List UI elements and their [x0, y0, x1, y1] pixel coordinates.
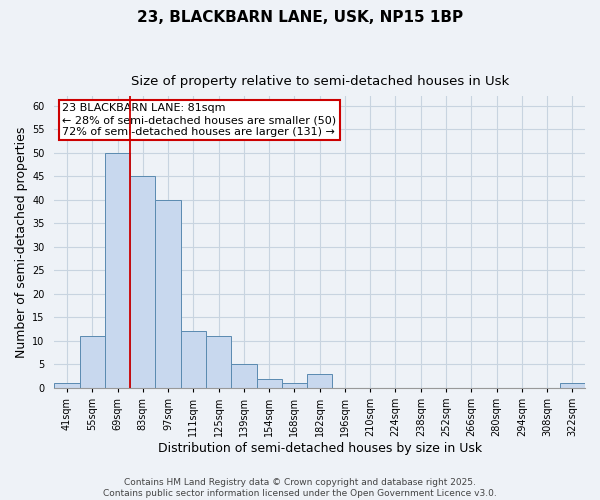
Text: Contains HM Land Registry data © Crown copyright and database right 2025.
Contai: Contains HM Land Registry data © Crown c… [103, 478, 497, 498]
Title: Size of property relative to semi-detached houses in Usk: Size of property relative to semi-detach… [131, 75, 509, 88]
Bar [55, 383, 80, 388]
Bar [105, 152, 130, 388]
Bar [206, 336, 231, 388]
X-axis label: Distribution of semi-detached houses by size in Usk: Distribution of semi-detached houses by … [158, 442, 482, 455]
Bar [231, 364, 257, 388]
Text: 23 BLACKBARN LANE: 81sqm
← 28% of semi-detached houses are smaller (50)
72% of s: 23 BLACKBARN LANE: 81sqm ← 28% of semi-d… [62, 104, 337, 136]
Bar [130, 176, 155, 388]
Y-axis label: Number of semi-detached properties: Number of semi-detached properties [15, 126, 28, 358]
Bar [560, 383, 585, 388]
Bar [282, 383, 307, 388]
Text: 23, BLACKBARN LANE, USK, NP15 1BP: 23, BLACKBARN LANE, USK, NP15 1BP [137, 10, 463, 25]
Bar [181, 332, 206, 388]
Bar [155, 200, 181, 388]
Bar [80, 336, 105, 388]
Bar [257, 378, 282, 388]
Bar [307, 374, 332, 388]
